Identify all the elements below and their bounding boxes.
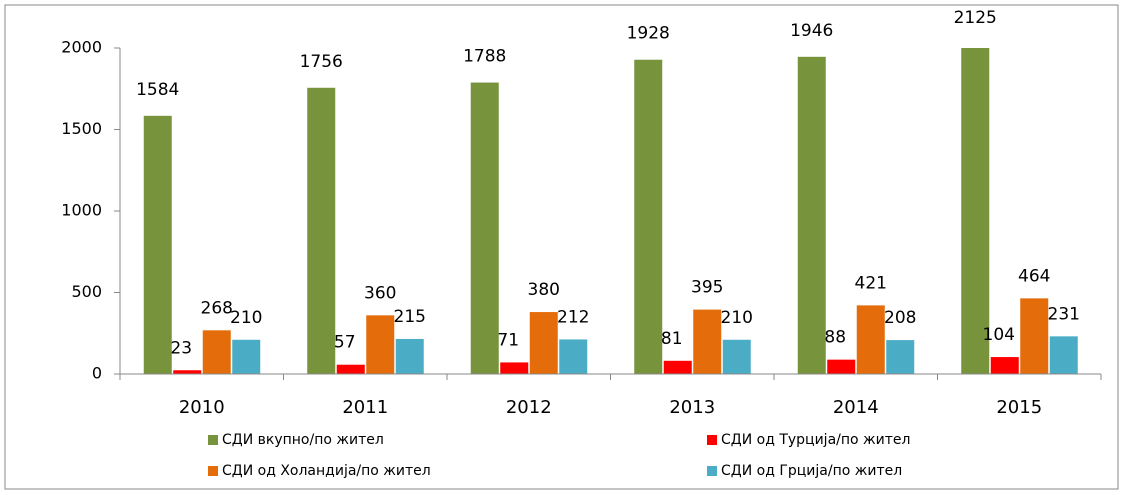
bar bbox=[663, 360, 692, 374]
data-label: 210 bbox=[230, 308, 262, 328]
data-label: 215 bbox=[394, 307, 426, 327]
data-label: 2125 bbox=[954, 8, 997, 28]
y-tick-label: 1500 bbox=[61, 119, 102, 138]
data-label: 380 bbox=[528, 280, 560, 300]
legend-label: СДИ вкупно/по жител bbox=[222, 432, 384, 448]
bar bbox=[173, 370, 202, 374]
legend-label: СДИ од Грција/по жител bbox=[721, 463, 902, 479]
x-tick-label: 2015 bbox=[996, 397, 1042, 418]
bar bbox=[1049, 336, 1078, 374]
x-tick-label: 2014 bbox=[833, 397, 879, 418]
bar bbox=[856, 305, 885, 374]
bar bbox=[559, 339, 588, 374]
data-label: 212 bbox=[557, 307, 589, 327]
x-tick-label: 2010 bbox=[179, 397, 225, 418]
x-tick-label: 2013 bbox=[669, 397, 715, 418]
bar bbox=[634, 59, 663, 374]
data-label: 395 bbox=[691, 278, 723, 298]
bar bbox=[693, 309, 722, 374]
data-label: 1756 bbox=[300, 52, 343, 72]
bar bbox=[1020, 298, 1049, 374]
data-label: 104 bbox=[983, 325, 1015, 345]
bar bbox=[307, 87, 336, 374]
bar bbox=[232, 339, 261, 374]
y-tick-label: 1000 bbox=[61, 201, 102, 220]
y-tick-label: 500 bbox=[71, 282, 102, 301]
bar bbox=[202, 330, 231, 374]
data-label: 88 bbox=[824, 328, 846, 348]
bar bbox=[722, 339, 751, 374]
data-label: 268 bbox=[201, 298, 233, 318]
bar bbox=[827, 359, 856, 374]
data-label: 1584 bbox=[136, 80, 179, 100]
data-label: 1946 bbox=[790, 21, 833, 41]
bar bbox=[961, 48, 990, 374]
bar bbox=[143, 115, 172, 374]
legend-label: СДИ од Турција/по жител bbox=[721, 432, 910, 448]
bar bbox=[886, 340, 915, 374]
data-label: 81 bbox=[661, 329, 683, 349]
legend-swatch bbox=[208, 435, 218, 445]
legend-swatch bbox=[707, 466, 717, 476]
bar bbox=[529, 312, 558, 374]
legend-swatch bbox=[208, 466, 218, 476]
bar bbox=[990, 357, 1019, 374]
data-label: 210 bbox=[721, 308, 753, 328]
data-label: 208 bbox=[884, 308, 916, 328]
x-tick-label: 2011 bbox=[342, 397, 388, 418]
data-label: 360 bbox=[364, 283, 396, 303]
bar bbox=[395, 338, 424, 374]
data-label: 71 bbox=[497, 330, 519, 350]
bar bbox=[336, 364, 365, 374]
plot-area bbox=[143, 48, 1078, 374]
x-tick-label: 2012 bbox=[506, 397, 552, 418]
legend-label: СДИ од Холандија/по жител bbox=[222, 463, 431, 479]
legend-swatch bbox=[707, 435, 717, 445]
data-label: 464 bbox=[1018, 266, 1050, 286]
y-tick-label: 0 bbox=[92, 364, 102, 383]
data-label: 1928 bbox=[627, 24, 670, 44]
data-label: 421 bbox=[855, 273, 887, 293]
data-label: 1788 bbox=[463, 47, 506, 67]
data-label: 231 bbox=[1048, 304, 1080, 324]
y-tick-label: 2000 bbox=[61, 38, 102, 57]
data-label: 57 bbox=[334, 333, 356, 353]
chart-frame bbox=[4, 4, 1119, 490]
data-label: 23 bbox=[170, 338, 192, 358]
bar bbox=[500, 362, 529, 374]
bar bbox=[366, 315, 395, 374]
bar bbox=[470, 82, 499, 374]
bar bbox=[797, 56, 826, 374]
